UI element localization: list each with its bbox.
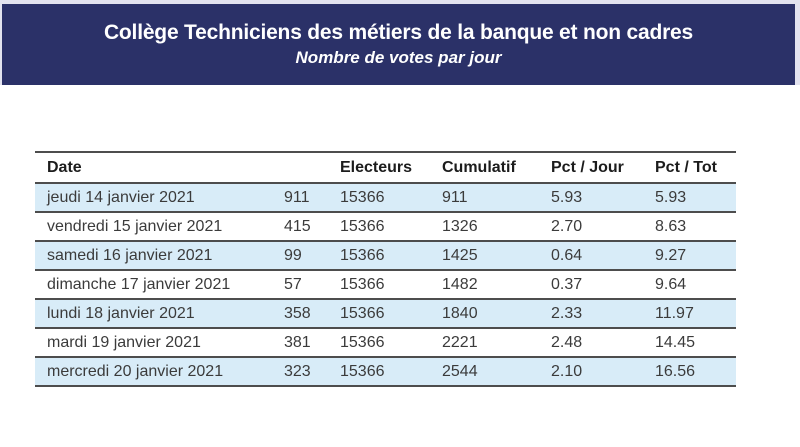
column-header: Date — [47, 158, 82, 176]
table-cell: 15366 — [340, 188, 385, 206]
table-cell: 323 — [284, 362, 311, 380]
table-cell: 57 — [284, 275, 302, 293]
table-cell: 11.97 — [655, 304, 694, 322]
table-cell: 1425 — [442, 246, 478, 264]
page-subtitle: Nombre de votes par jour — [295, 48, 502, 68]
table-cell: 911 — [442, 188, 468, 206]
page: Collège Techniciens des métiers de la ba… — [0, 0, 800, 387]
table-row: dimanche 17 janvier 2021 57 15366 1482 0.37 9… — [35, 270, 736, 299]
table-cell: 2221 — [442, 333, 478, 351]
table-cell: 2544 — [442, 362, 478, 380]
table-cell: 911 — [284, 188, 310, 206]
header-banner: Collège Techniciens des métiers de la ba… — [2, 4, 795, 85]
table-cell: samedi 16 janvier 2021 — [47, 246, 213, 264]
table-cell: 15366 — [340, 275, 385, 293]
table-cell: mardi 19 janvier 2021 — [47, 333, 201, 351]
column-header: Pct / Tot — [655, 158, 717, 176]
table-cell: 9.64 — [655, 275, 687, 293]
table-cell: 1840 — [442, 304, 478, 322]
table-cell: 15366 — [340, 304, 385, 322]
table-row: samedi 16 janvier 2021 99 15366 1425 0.64 9.2… — [35, 241, 736, 270]
table-cell: 14.45 — [655, 333, 696, 351]
table-cell: 1482 — [442, 275, 478, 293]
table-cell: 8.63 — [655, 217, 687, 235]
table-cell: 2.33 — [551, 304, 583, 322]
table-row: lundi 18 janvier 2021 358 15366 1840 2.33 11.… — [35, 299, 736, 328]
table-row: mardi 19 janvier 2021 381 15366 2221 2.48 14.… — [35, 328, 736, 357]
table-cell: 2.48 — [551, 333, 583, 351]
column-header: Pct / Jour — [551, 158, 624, 176]
table-cell: 15366 — [340, 217, 385, 235]
table-cell: 99 — [284, 246, 302, 264]
header-banner-frame: Collège Techniciens des métiers de la ba… — [0, 0, 800, 85]
table-cell: 415 — [284, 217, 311, 235]
table-cell: vendredi 15 janvier 2021 — [47, 217, 223, 235]
table-cell: 15366 — [340, 333, 385, 351]
table-header-row: Date Electeurs Cumulatif Pct / Jour Pct / To… — [35, 152, 736, 183]
column-header: Electeurs — [340, 158, 413, 176]
table-cell: jeudi 14 janvier 2021 — [47, 188, 195, 206]
table-cell: mercredi 20 janvier 2021 — [47, 362, 224, 380]
table-cell: 15366 — [340, 362, 385, 380]
table-cell: 5.93 — [655, 188, 687, 206]
votes-per-day-table: Date Electeurs Cumulatif Pct / Jour Pct / To… — [35, 151, 736, 387]
table-cell: 9.27 — [655, 246, 687, 264]
table-cell: dimanche 17 janvier 2021 — [47, 275, 231, 293]
page-title: Collège Techniciens des métiers de la ba… — [103, 21, 694, 45]
table-cell: 2.70 — [551, 217, 583, 235]
table-cell: 2.10 — [551, 362, 583, 380]
table-cell: lundi 18 janvier 2021 — [47, 304, 195, 322]
column-header — [284, 152, 340, 183]
table-row: jeudi 14 janvier 2021 911 15366 911 5.93 5.93 — [35, 183, 736, 212]
table-cell: 1326 — [442, 217, 478, 235]
table-cell: 15366 — [340, 246, 385, 264]
table-row: mercredi 20 janvier 2021 323 15366 2544 2.10… — [35, 357, 736, 386]
table-cell: 5.93 — [551, 188, 583, 206]
table-row: vendredi 15 janvier 2021 415 15366 1326 2.70… — [35, 212, 736, 241]
table-cell: 358 — [284, 304, 311, 322]
table-body: jeudi 14 janvier 2021 911 15366 911 5.93 5.93… — [35, 183, 736, 386]
column-header: Cumulatif — [442, 158, 516, 176]
table-cell: 0.37 — [551, 275, 583, 293]
table-cell: 0.64 — [551, 246, 583, 264]
table-cell: 381 — [284, 333, 311, 351]
table-cell: 16.56 — [655, 362, 696, 380]
